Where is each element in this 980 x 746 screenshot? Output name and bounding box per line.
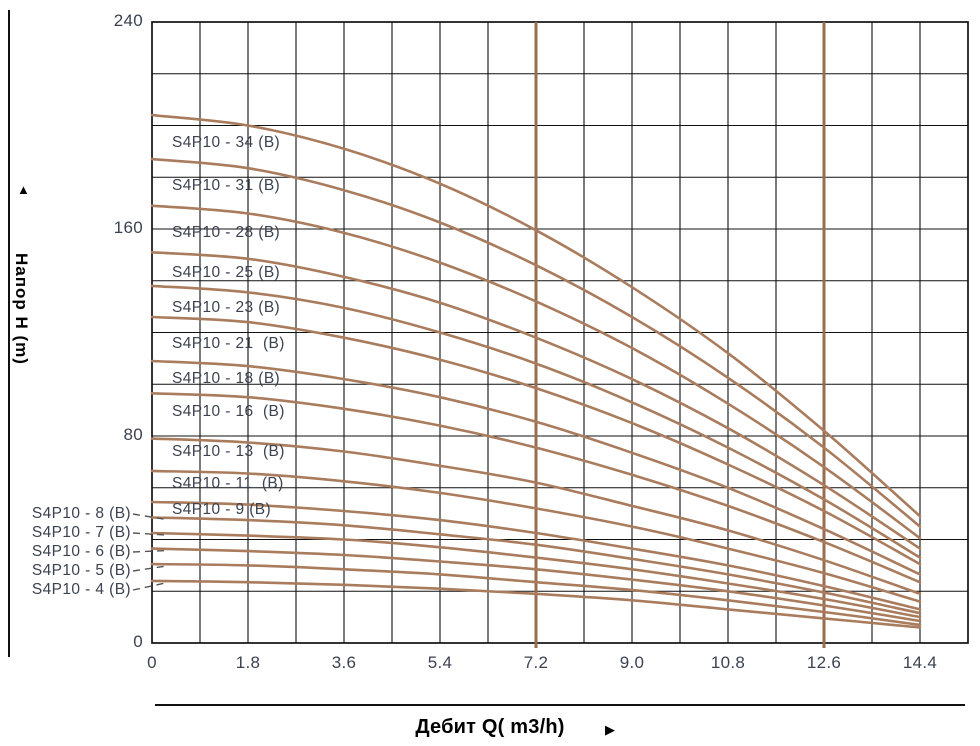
- curve-label-s4p10-28-b: S4P10 - 28 (B): [172, 224, 281, 241]
- y-tick-label-80: 80: [123, 425, 143, 444]
- curve-label-s4p10-18-b: S4P10 - 18 (B): [172, 370, 281, 387]
- x-tick-label-1.8: 1.8: [235, 653, 261, 672]
- x-tick-label-12.6: 12.6: [806, 653, 842, 672]
- curve-label-s4p10-16-b: S4P10 - 16 (B): [172, 403, 285, 420]
- curve-s4p10-4-b: [150, 579, 922, 629]
- leader-line-s4p10-4-b: [132, 582, 167, 591]
- y-tick-label-240: 240: [113, 11, 143, 30]
- x-tick-label-14.4: 14.4: [902, 653, 938, 672]
- curve-s4p10-11-b: [150, 469, 922, 603]
- curve-s4p10-34-b: [150, 113, 922, 518]
- curve-s4p10-16-b: [150, 392, 922, 584]
- y-tick-label-160: 160: [113, 218, 143, 237]
- x-tick-label-5.4: 5.4: [427, 653, 453, 672]
- curve-s4p10-13-b: [150, 437, 922, 596]
- x-tick-label-0: 0: [147, 653, 157, 672]
- curve-s4p10-28-b: [150, 204, 922, 540]
- x-tick-label-9.0: 9.0: [619, 653, 645, 672]
- curve-s4p10-25-b: [150, 251, 922, 550]
- curve-label-s4p10-31-b: S4P10 - 31 (B): [172, 177, 281, 194]
- curve-label-s4p10-21-b: S4P10 - 21 (B): [172, 335, 285, 352]
- curve-s4p10-18-b: [150, 359, 922, 576]
- curve-label-s4p10-4-b: S4P10 - 4 (B): [31, 581, 131, 598]
- plot-border: [151, 21, 969, 644]
- y-axis-title: Напор H (m): [12, 253, 31, 365]
- curve-s4p10-21-b: [150, 315, 922, 566]
- curve-label-s4p10-6-b: S4P10 - 6 (B): [31, 543, 131, 560]
- x-axis-arrow-icon: ▶: [605, 722, 615, 737]
- curve-s4p10-6-b: [150, 547, 922, 623]
- curve-s4p10-8-b: [150, 516, 922, 615]
- leader-line-s4p10-7-b: [132, 532, 167, 536]
- leader-line-s4p10-8-b: [132, 513, 167, 521]
- x-tick-label-3.6: 3.6: [331, 653, 357, 672]
- curve-label-s4p10-13-b: S4P10 - 13 (B): [172, 443, 285, 460]
- curve-label-s4p10-23-b: S4P10 - 23 (B): [172, 299, 281, 316]
- leader-line-s4p10-6-b: [132, 549, 167, 553]
- curve-label-s4p10-25-b: S4P10 - 25 (B): [172, 264, 281, 281]
- y-axis-arrow-icon: ▲: [17, 182, 30, 197]
- y-tick-label-0: 0: [133, 632, 143, 651]
- x-axis-title: Дебит Q( m3/h): [415, 716, 565, 738]
- curve-label-s4p10-8-b: S4P10 - 8 (B): [31, 505, 131, 522]
- curve-s4p10-7-b: [150, 531, 922, 619]
- curve-s4p10-9-b: [150, 500, 922, 611]
- curve-s4p10-23-b: [150, 284, 922, 559]
- x-tick-label-10.8: 10.8: [710, 653, 746, 672]
- x-tick-label-7.2: 7.2: [523, 653, 549, 672]
- curve-s4p10-31-b: [150, 157, 922, 528]
- curve-label-s4p10-34-b: S4P10 - 34 (B): [172, 134, 281, 151]
- curve-label-s4p10-7-b: S4P10 - 7 (B): [31, 524, 131, 541]
- page-left-border: [8, 10, 10, 657]
- curve-s4p10-5-b: [150, 562, 922, 627]
- curve-label-s4p10-9-b: S4P10 - 9 (B): [172, 501, 272, 518]
- x-axis-rule: [155, 704, 965, 706]
- curve-label-s4p10-11-b: S4P10 - 11 (B): [172, 475, 284, 492]
- curve-label-s4p10-5-b: S4P10 - 5 (B): [31, 562, 131, 579]
- leader-line-s4p10-5-b: [132, 565, 167, 572]
